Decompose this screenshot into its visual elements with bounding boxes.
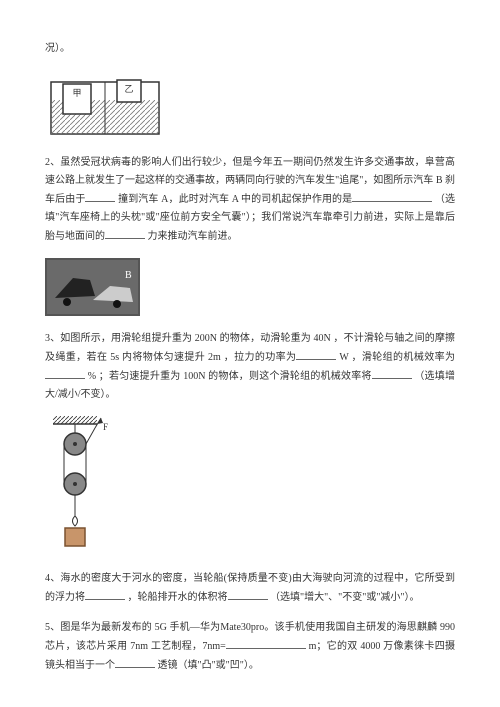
q2-blank-2 (352, 190, 432, 202)
q5-blank-1 (226, 637, 306, 649)
q2-d: 力来推动汽车前进。 (148, 231, 238, 242)
q3-blank-1 (296, 348, 336, 360)
q4-blank-1 (85, 588, 125, 600)
q5-blank-2 (115, 656, 155, 668)
q3-blank-2 (45, 367, 85, 379)
q2-blank-3 (105, 227, 145, 239)
question-4: 4、海水的密度大于河水的密度，当轮船(保持质量不变)由大海驶向河流的过程中，它所… (45, 570, 455, 607)
q3-b: W ，滑轮组的机械效率为 (339, 352, 455, 363)
q3-c: % ；若匀速提升重为 100N 的物体，则这个滑轮组的机械效率将 (88, 371, 372, 382)
q2-blank-1 (85, 190, 115, 202)
q5-c: 透镜（填"凸"或"凹"）。 (158, 660, 259, 671)
q2-b: 撞到汽车 A，此时对汽车 A 中的司机起保护作用的是 (118, 194, 352, 205)
intro-text: 况）。 (45, 43, 70, 54)
figure-1: 甲 乙 (45, 70, 455, 140)
q4-blank-2 (228, 588, 268, 600)
svg-text:B: B (125, 270, 132, 281)
figure-2: B (45, 258, 455, 316)
figure-3: F (45, 416, 455, 556)
question-2: 2、虽然受冠状病毒的影响人们出行较少，但是今年五一期间仍然发生许多交通事故，阜营… (45, 154, 455, 246)
question-5: 5、图是华为最新发布的 5G 手机—华为Mate30pro。该手机使用我国自主研… (45, 619, 455, 675)
intro-line: 况）。 (45, 40, 455, 58)
fig1-label-left: 甲 (72, 88, 81, 98)
q4-b: ，轮船排开水的体积将 (128, 592, 228, 603)
question-3: 3、如图所示，用滑轮组提升重为 200N 的物体，动滑轮重为 40N ，不计滑轮… (45, 330, 455, 404)
fig1-label-right: 乙 (124, 84, 133, 94)
figure-1-svg: 甲 乙 (45, 70, 165, 140)
q3-blank-3 (372, 367, 412, 379)
figure-2-svg: B (45, 258, 140, 316)
fig3-force-label: F (103, 422, 108, 432)
q4-c: （选填"增大"、"不变"或"减小"）。 (270, 592, 420, 603)
figure-3-svg: F (45, 416, 115, 556)
